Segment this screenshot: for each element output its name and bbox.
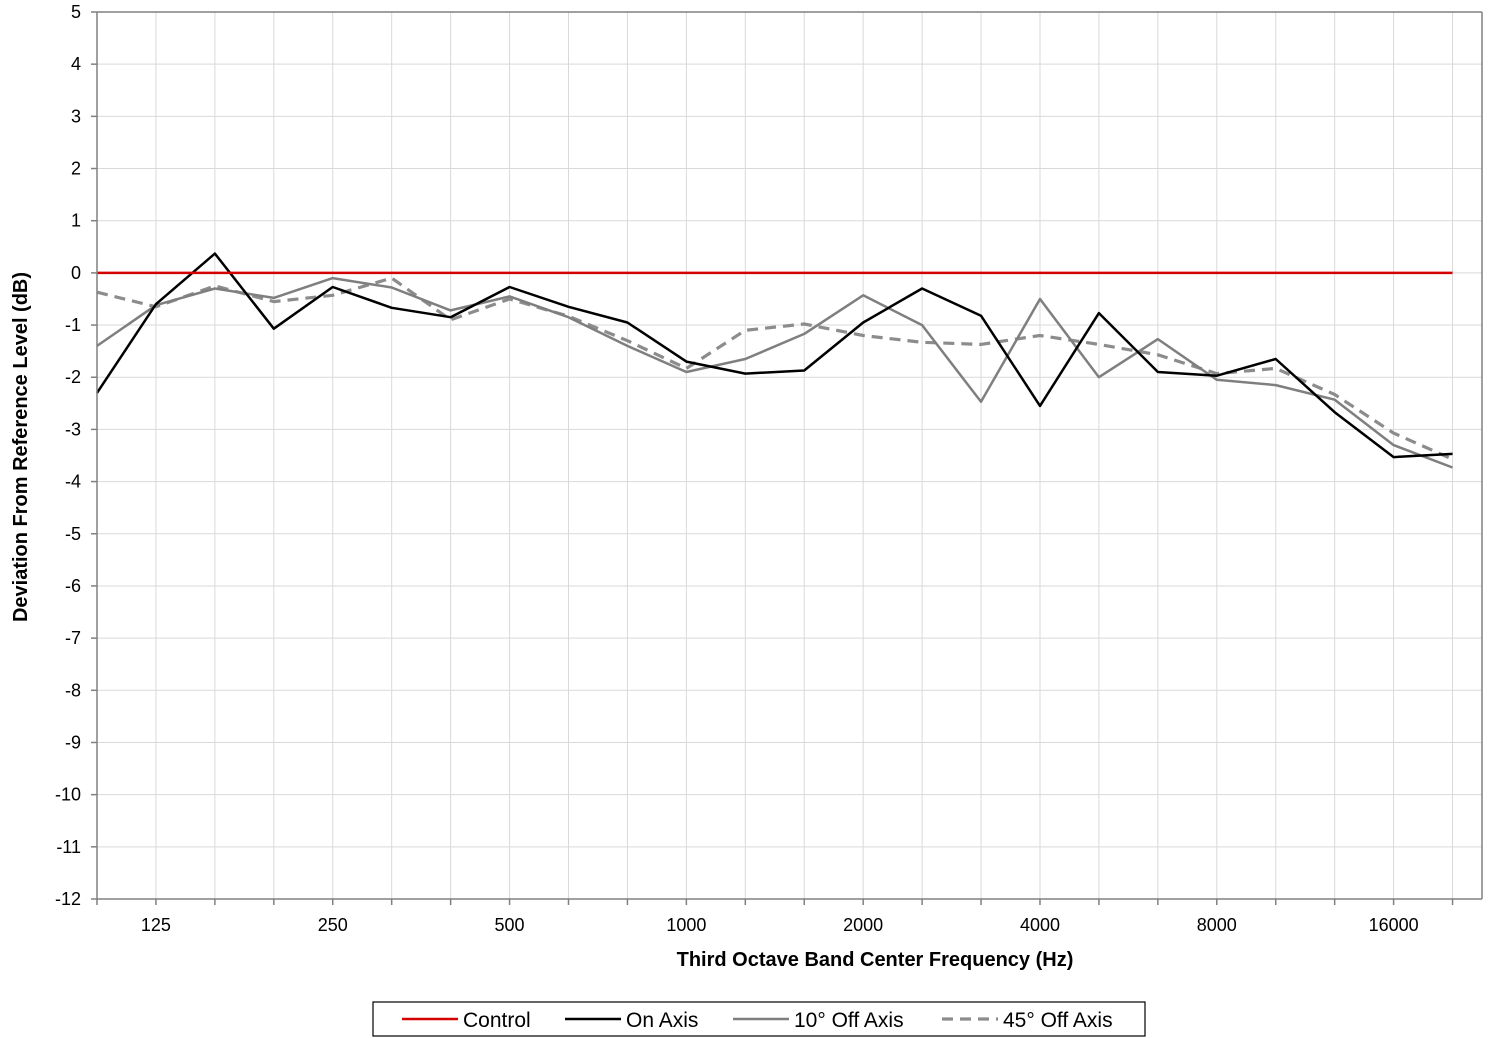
y-tick-label: -9: [65, 732, 81, 752]
x-tick-label: 8000: [1197, 915, 1237, 935]
y-tick-label: -1: [65, 315, 81, 335]
y-tick-label: 1: [71, 211, 81, 231]
x-tick-label: 2000: [843, 915, 883, 935]
x-tick-label: 4000: [1020, 915, 1060, 935]
y-tick-labels: 5 4 3 2 1 0 -1 -2 -3 -4 -5 -6 -7 -8 -9 -10 -11 -12: [55, 2, 81, 909]
x-tick-label: 250: [318, 915, 348, 935]
y-tick-label: 4: [71, 54, 81, 74]
legend: Control On Axis 10° Off Axis 45° Off Axis: [372, 1001, 1146, 1037]
legend-label: 10° Off Axis: [794, 1009, 904, 1032]
series-line-45-off-axis: [96, 276, 1454, 461]
y-tick-label: 3: [71, 106, 81, 126]
y-tick-label: -3: [65, 419, 81, 439]
series-line-10-off-axis: [96, 276, 1453, 469]
x-tick-label: 16000: [1369, 915, 1419, 935]
y-tick-label: -8: [65, 680, 81, 700]
y-tick-label: -6: [65, 576, 81, 596]
series-layer: [95, 252, 1454, 469]
y-tick-label: -11: [56, 837, 81, 857]
x-axis-title: Third Octave Band Center Frequency (Hz): [677, 949, 1074, 971]
legend-label: Control: [463, 1009, 531, 1032]
legend-label: On Axis: [626, 1009, 698, 1032]
x-tick-labels: 125 250 500 1000 2000 4000 8000 16000: [141, 915, 1419, 935]
y-tick-label: -4: [65, 472, 81, 492]
x-tick-label: 125: [141, 915, 171, 935]
y-axis-title: Deviation From Reference Level (dB): [10, 272, 32, 622]
y-tick-label: 2: [71, 159, 81, 179]
series-line-on-axis: [95, 252, 1453, 459]
y-tick-label: -12: [55, 889, 81, 909]
axes: [91, 11, 1483, 905]
x-tick-label: 500: [495, 915, 525, 935]
grid: [96, 11, 1482, 900]
x-tick-label: 1000: [666, 915, 706, 935]
y-tick-label: 5: [71, 2, 81, 22]
legend-label: 45° Off Axis: [1003, 1009, 1113, 1032]
y-tick-label: 0: [71, 263, 81, 283]
y-tick-label: -2: [65, 367, 81, 387]
y-tick-label: -5: [65, 524, 81, 544]
y-tick-label: -7: [65, 628, 81, 648]
y-tick-label: -10: [55, 785, 81, 805]
